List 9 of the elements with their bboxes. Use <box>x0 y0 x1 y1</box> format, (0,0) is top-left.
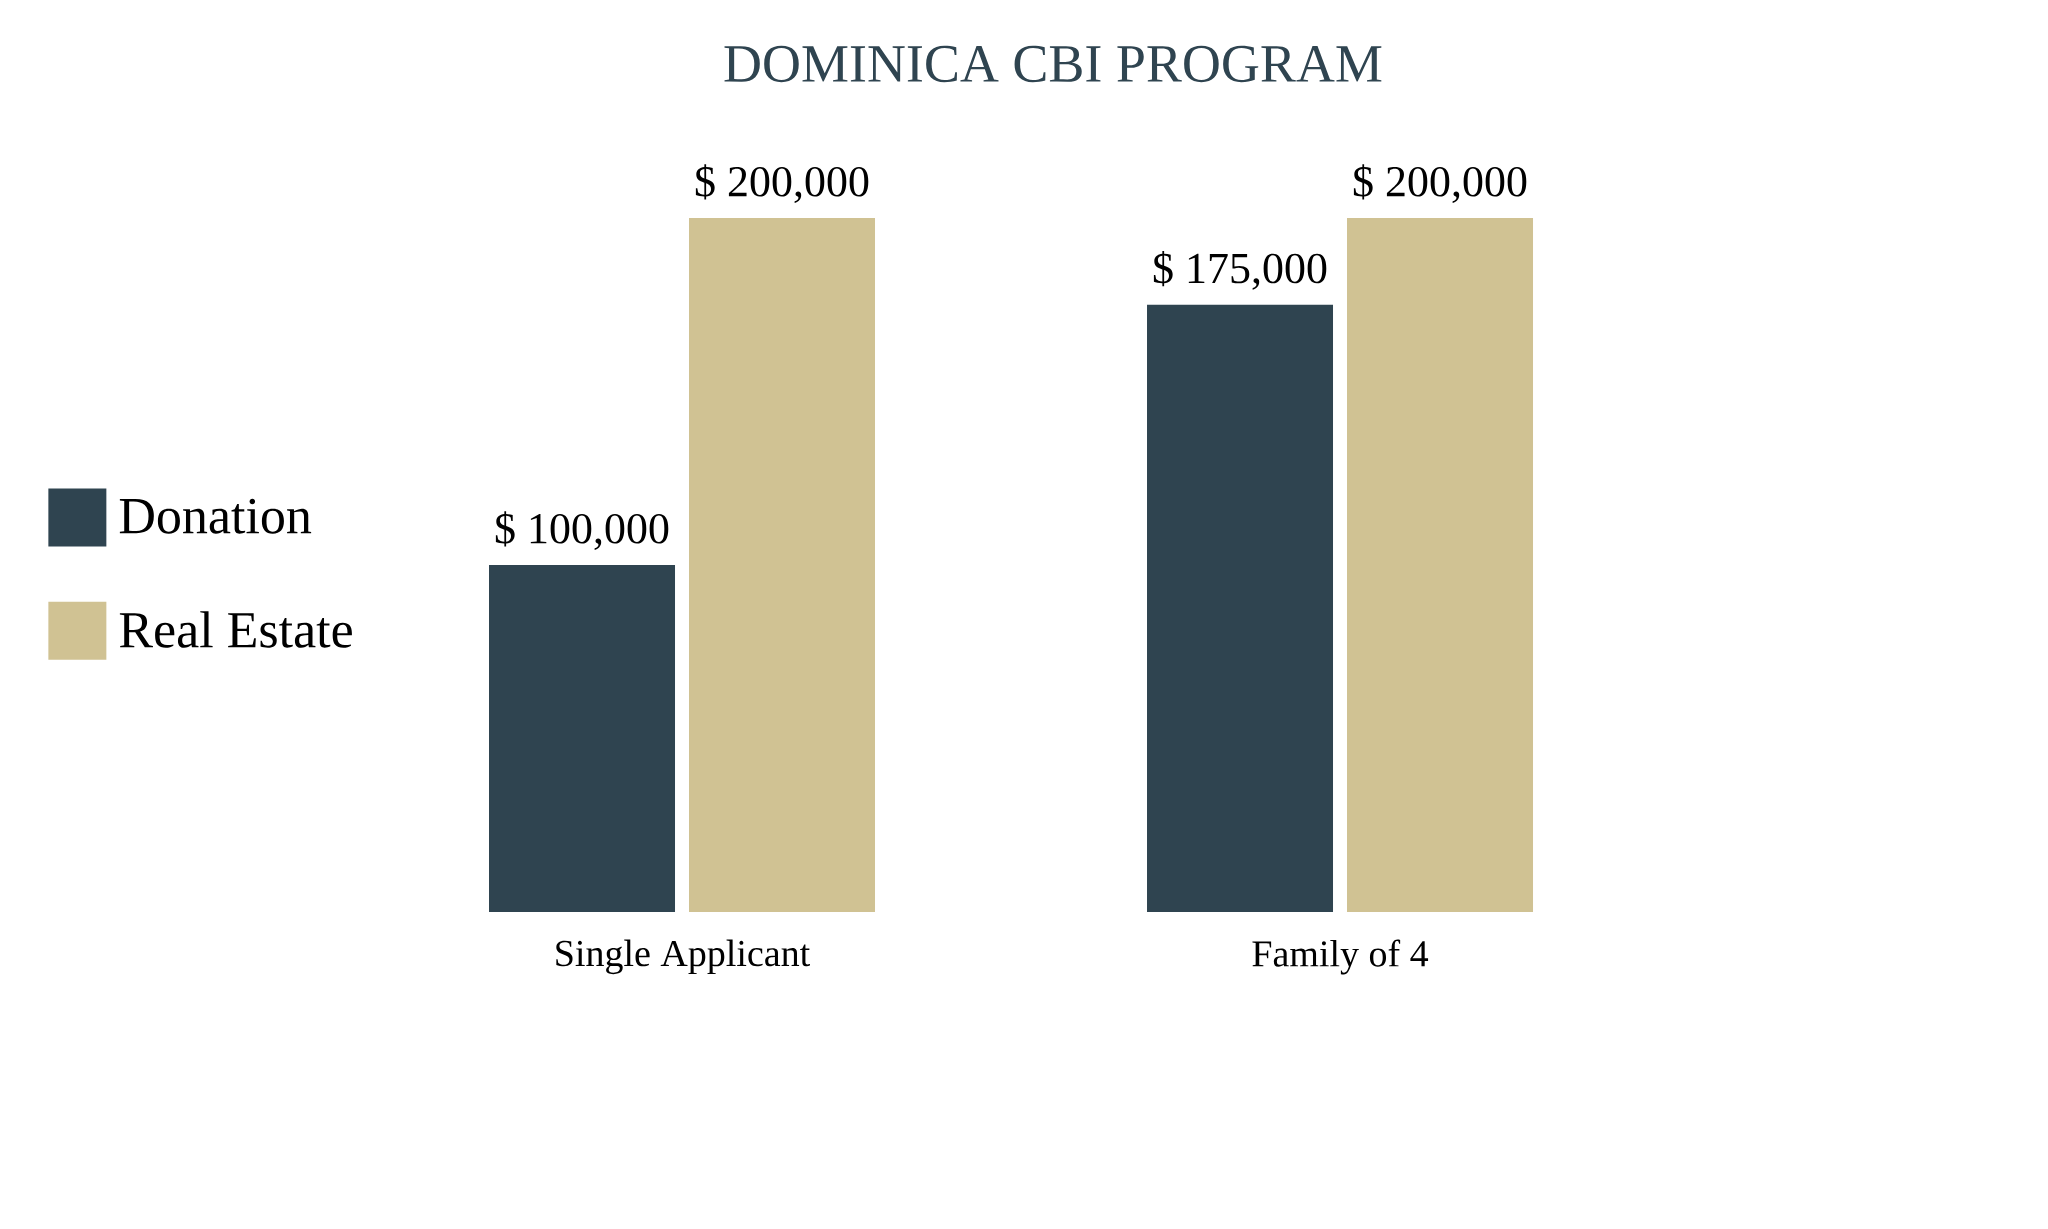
data-label: $ 200,000 <box>1353 164 1527 203</box>
data-label: $ 200,000 <box>695 164 869 203</box>
x-tick-label: Family of 4 <box>1252 939 1429 975</box>
x-tick-label: Single Applicant <box>556 939 810 975</box>
legend-label: Donation <box>119 498 312 534</box>
data-label: $ 175,000 <box>1153 251 1327 290</box>
chart-title: DOMINICA CBI PROGRAM <box>724 45 1382 83</box>
data-label: $ 100,000 <box>495 511 669 550</box>
legend-label: Real Estate <box>119 611 352 648</box>
